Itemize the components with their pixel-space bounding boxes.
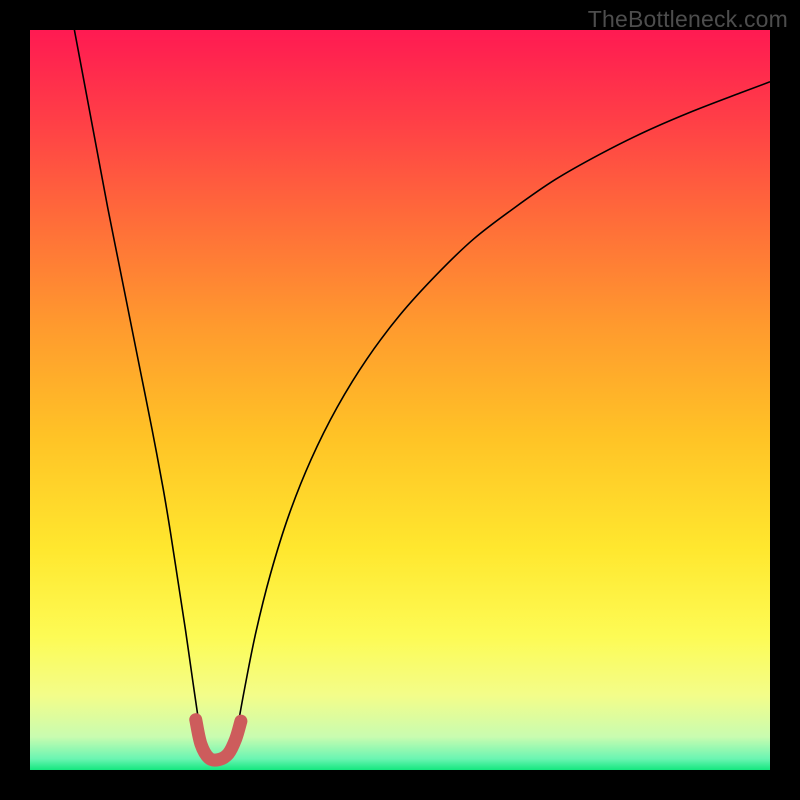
chart-svg: [0, 0, 800, 800]
gradient-background: [30, 30, 770, 770]
outer-frame: TheBottleneck.com: [0, 0, 800, 800]
watermark-text: TheBottleneck.com: [588, 6, 788, 33]
